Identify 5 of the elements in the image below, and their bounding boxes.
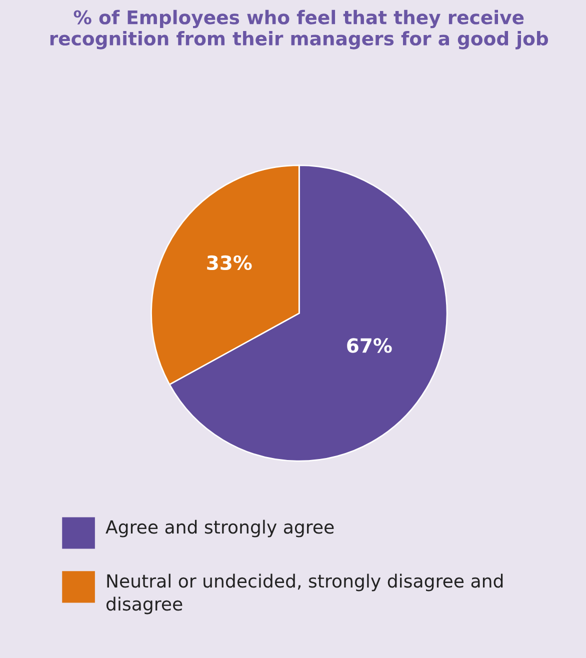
chart-title: % of Employees who feel that they receive recognition from their managers for a good job	[50, 10, 548, 50]
legend-label: Neutral or undecided, strongly disagree and disagree	[106, 574, 503, 614]
data-label: 33%	[207, 255, 252, 270]
legend-label: Agree and strongly agree	[106, 520, 334, 538]
data-label: 67%	[347, 338, 392, 353]
